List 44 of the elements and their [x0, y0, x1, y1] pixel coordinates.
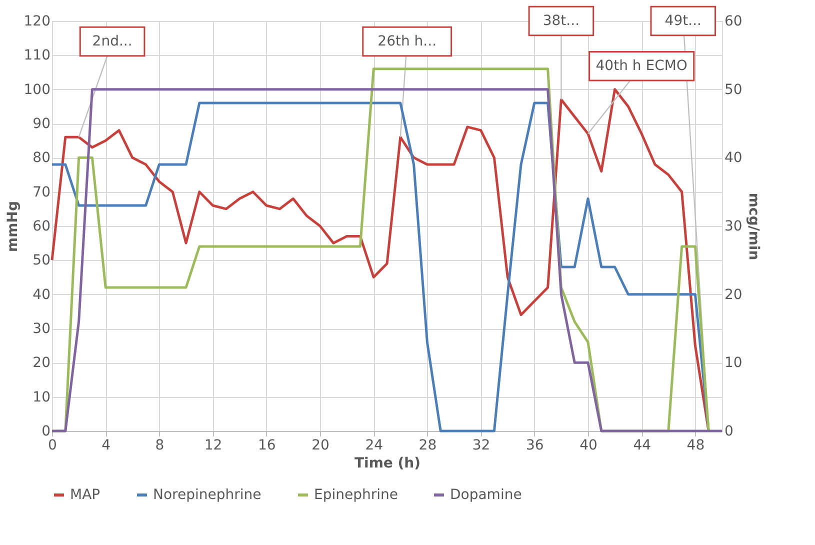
y2-tick-label: 20: [724, 286, 742, 303]
annotation: 2nd...: [92, 34, 132, 50]
y-tick-label: 50: [32, 252, 50, 269]
annotation: 26th h...: [378, 34, 437, 50]
y-tick-label: 70: [32, 184, 50, 200]
y-tick-label: 30: [32, 321, 50, 337]
x-tick-label: 40: [580, 438, 598, 454]
y-tick-label: 90: [32, 116, 50, 132]
y-tick-label: 20: [32, 355, 50, 372]
y-tick-label: 0: [42, 424, 50, 440]
legend-label: Norepinephrine: [153, 487, 262, 503]
x-tick-label: 32: [472, 438, 490, 454]
y2-tick-label: 40: [724, 150, 742, 166]
y2-tick-label: 0: [724, 424, 734, 440]
x-tick-label: 44: [633, 438, 652, 454]
y2-tick-label: 10: [724, 355, 742, 372]
y-tick-label: 110: [24, 48, 50, 64]
annotation: 49t...: [664, 13, 702, 29]
y-tick-label: 80: [32, 150, 50, 166]
x-tick-label: 48: [686, 438, 705, 454]
x-tick-label: 4: [102, 438, 111, 454]
y2-tick-label: 30: [724, 218, 742, 234]
y-tick-label: 60: [32, 218, 50, 234]
x-tick-label: 12: [204, 438, 222, 454]
x-tick-label: 20: [312, 438, 330, 454]
x-tick-label: 36: [526, 438, 544, 454]
y2-tick-label: 60: [724, 14, 742, 30]
y-tick-label: 100: [24, 82, 50, 98]
annotation: 38t...: [542, 13, 580, 29]
x-tick-label: 28: [418, 438, 437, 454]
legend-label: Dopamine: [450, 487, 522, 503]
y2-axis-title: mcg/min: [745, 192, 762, 260]
x-tick-label: 24: [365, 438, 384, 454]
legend-label: Epinephrine: [314, 487, 398, 503]
x-axis-title: Time (h): [354, 456, 421, 472]
y-tick-label: 40: [32, 286, 50, 303]
legend-label: MAP: [70, 487, 100, 503]
y2-tick-label: 50: [724, 82, 742, 98]
y-tick-label: 10: [32, 389, 50, 406]
annotation: 40th h ECMO: [596, 58, 688, 74]
y-axis-title: mmHg: [4, 201, 21, 252]
y-tick-label: 120: [24, 14, 50, 30]
x-tick-label: 16: [258, 438, 276, 454]
x-tick-label: 8: [155, 438, 164, 454]
